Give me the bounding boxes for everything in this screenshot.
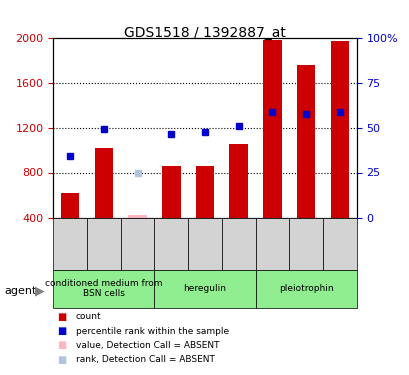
Bar xyxy=(296,64,315,218)
Bar xyxy=(128,215,146,217)
Bar xyxy=(263,40,281,218)
Bar xyxy=(162,166,180,218)
Text: ▶: ▶ xyxy=(35,284,44,297)
Text: ■: ■ xyxy=(57,340,67,350)
Text: percentile rank within the sample: percentile rank within the sample xyxy=(76,327,228,336)
FancyBboxPatch shape xyxy=(120,217,154,270)
Text: conditioned medium from
BSN cells: conditioned medium from BSN cells xyxy=(45,279,162,298)
Text: count: count xyxy=(76,312,101,321)
FancyBboxPatch shape xyxy=(53,217,87,270)
Bar xyxy=(229,144,247,218)
Text: heregulin: heregulin xyxy=(183,284,226,293)
Bar xyxy=(61,193,79,217)
Text: GDS1518 / 1392887_at: GDS1518 / 1392887_at xyxy=(124,26,285,40)
FancyBboxPatch shape xyxy=(255,270,356,308)
FancyBboxPatch shape xyxy=(154,270,255,308)
Text: rank, Detection Call = ABSENT: rank, Detection Call = ABSENT xyxy=(76,355,214,364)
Text: ■: ■ xyxy=(57,312,67,322)
FancyBboxPatch shape xyxy=(188,217,221,270)
Text: pleiotrophin: pleiotrophin xyxy=(278,284,333,293)
Text: value, Detection Call = ABSENT: value, Detection Call = ABSENT xyxy=(76,341,219,350)
Bar xyxy=(330,41,348,218)
FancyBboxPatch shape xyxy=(255,217,289,270)
FancyBboxPatch shape xyxy=(154,217,188,270)
FancyBboxPatch shape xyxy=(87,217,120,270)
FancyBboxPatch shape xyxy=(289,217,322,270)
Text: ■: ■ xyxy=(57,355,67,364)
FancyBboxPatch shape xyxy=(322,217,356,270)
FancyBboxPatch shape xyxy=(221,217,255,270)
Bar xyxy=(94,148,113,217)
Text: ■: ■ xyxy=(57,326,67,336)
Text: agent: agent xyxy=(4,286,36,296)
FancyBboxPatch shape xyxy=(53,270,154,308)
Bar xyxy=(195,166,214,218)
